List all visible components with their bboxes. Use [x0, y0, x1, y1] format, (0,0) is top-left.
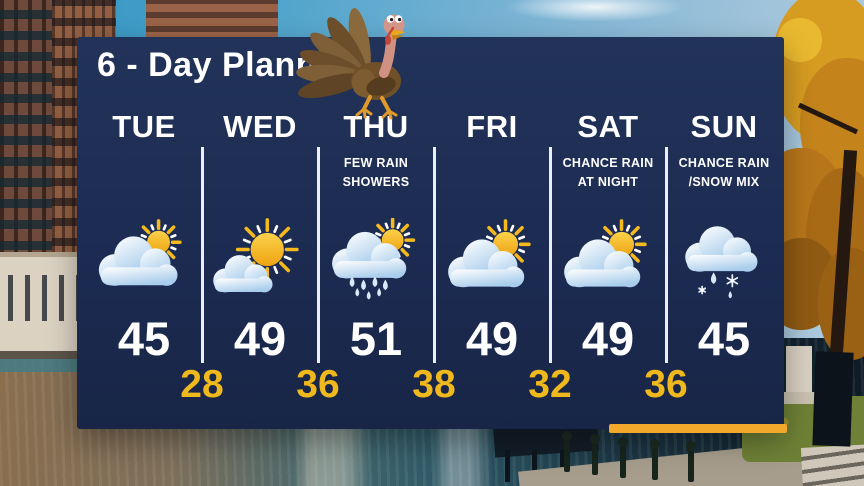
low-temp: 32	[528, 363, 572, 406]
column-divider	[433, 147, 436, 363]
day-label: FRI	[466, 109, 518, 144]
lamp-post	[618, 437, 628, 478]
boardwalk-piling	[505, 450, 510, 482]
lamp-post	[590, 434, 600, 475]
column-divider	[317, 147, 320, 363]
gold-accent-bar	[609, 424, 787, 433]
lamp-post	[562, 431, 572, 472]
forecast-column: THU FEW RAIN SHOWERS 51	[318, 109, 434, 366]
high-temp: 49	[465, 312, 519, 365]
partly-sunny-icon	[440, 210, 544, 314]
day-label: TUE	[112, 109, 176, 144]
column-divider	[201, 147, 204, 363]
forecast-column: SAT CHANCE RAIN AT NIGHT 49	[550, 109, 666, 366]
column-divider	[665, 147, 668, 363]
forecast-column: WED 49	[202, 109, 318, 366]
low-temp: 36	[296, 363, 340, 406]
day-label: SAT	[577, 109, 639, 144]
cloud-wisp	[505, 0, 685, 22]
condition-line: /SNOW MIX	[688, 175, 760, 189]
stone-monument	[786, 346, 812, 398]
city-building-left	[0, 0, 58, 292]
forecast-column: SUN CHANCE RAIN/SNOW MIX 45	[666, 109, 782, 366]
day-label: WED	[223, 109, 297, 144]
rain-snow-mix-icon	[672, 210, 776, 314]
stone-steps	[800, 444, 864, 486]
low-temp: 28	[180, 363, 224, 406]
condition-line: SHOWERS	[342, 175, 410, 189]
forecast-column: TUE 45	[86, 109, 202, 366]
six-day-planner-panel: 6 - Day Planner TUE 45 WED 49 THU FEW RAIN SHO…	[77, 37, 787, 433]
condition-line: CHANCE RAIN	[678, 156, 770, 170]
day-label: SUN	[690, 109, 758, 144]
mostly-sunny-icon	[208, 210, 312, 314]
boardwalk-piling	[532, 450, 537, 482]
condition-line: AT NIGHT	[577, 175, 639, 189]
forecast-grid: TUE 45 WED 49 THU FEW RAIN SHOWERS 51 FRI 49 SAT CH…	[86, 109, 782, 366]
monument-base	[778, 392, 820, 404]
partly-sunny-icon	[556, 210, 660, 314]
condition-text: CHANCE RAIN/SNOW MIX	[679, 147, 770, 210]
high-temp: 45	[697, 312, 751, 365]
dark-sign-slab	[812, 351, 854, 447]
lamp-post	[650, 439, 660, 480]
forecast-column: FRI 49	[434, 109, 550, 366]
column-divider	[549, 147, 552, 363]
high-temp: 51	[349, 312, 403, 365]
rain-showers-icon	[324, 210, 428, 314]
low-temp: 36	[644, 363, 688, 406]
high-temp: 45	[117, 312, 171, 365]
condition-line: CHANCE RAIN	[562, 156, 654, 170]
lamp-post	[686, 441, 696, 482]
high-temp: 49	[233, 312, 287, 365]
condition-text: FEW RAIN SHOWERS	[343, 147, 410, 210]
low-temp: 38	[412, 363, 456, 406]
mostly-cloudy-icon	[92, 210, 196, 314]
condition-text: CHANCE RAIN AT NIGHT	[563, 147, 654, 210]
condition-line: FEW RAIN	[343, 156, 409, 170]
high-temp: 49	[581, 312, 635, 365]
turkey-mascot-icon	[296, 8, 406, 120]
tree-foliage-highlight	[778, 18, 822, 62]
